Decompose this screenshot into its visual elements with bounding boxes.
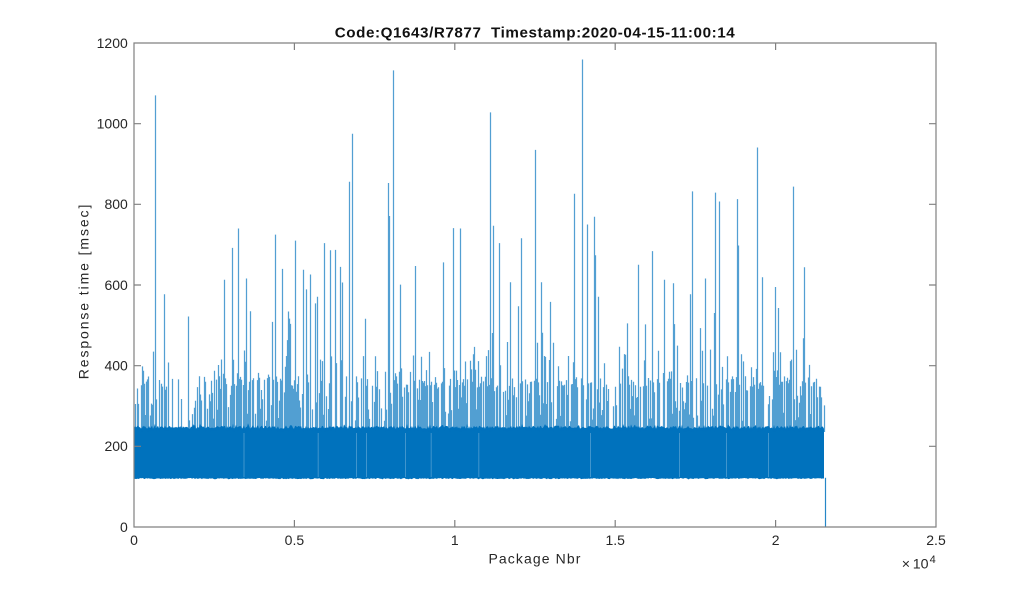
svg-text:200: 200	[104, 438, 128, 454]
svg-text:0.5: 0.5	[285, 532, 305, 548]
svg-text:800: 800	[104, 196, 128, 212]
svg-text:2.5: 2.5	[926, 532, 946, 548]
svg-text:Package Nbr: Package Nbr	[488, 551, 581, 567]
svg-text:1: 1	[451, 532, 459, 548]
svg-text:1.5: 1.5	[605, 532, 625, 548]
svg-text:Response time [msec]: Response time [msec]	[76, 203, 92, 380]
svg-text:Code:Q1643/R7877 Timestamp:20: Code:Q1643/R7877 Timestamp:2020-04-15-11…	[335, 25, 736, 42]
svg-text:2: 2	[772, 532, 780, 548]
svg-text:0: 0	[130, 532, 138, 548]
svg-text:1000: 1000	[97, 116, 128, 132]
svg-text:0: 0	[120, 519, 128, 535]
svg-text:600: 600	[104, 277, 128, 293]
svg-text:1200: 1200	[97, 35, 128, 51]
svg-text:400: 400	[104, 358, 128, 374]
